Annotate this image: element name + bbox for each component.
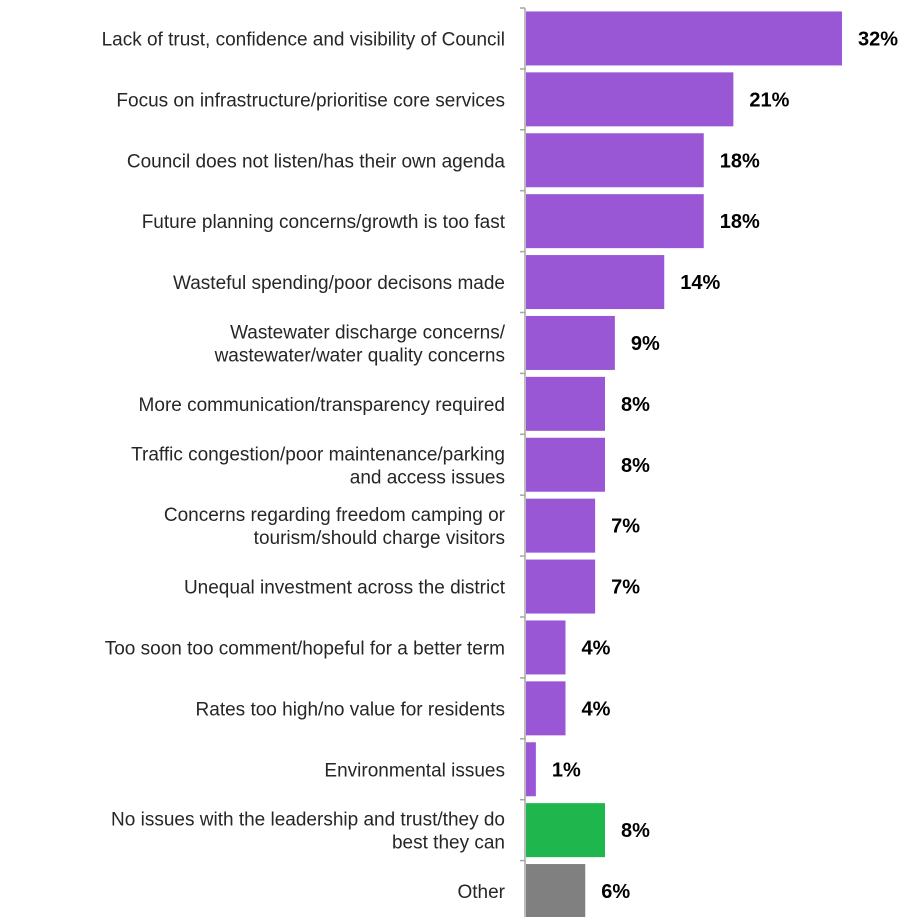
- bar: [526, 315, 615, 370]
- bar: [526, 559, 596, 614]
- category-label: wastewater/water quality concerns: [214, 345, 505, 366]
- bar: [526, 72, 734, 127]
- category-label: Wasteful spending/poor decisons made: [173, 273, 505, 294]
- category-labels-group: Lack of trust, confidence and visibility…: [102, 29, 506, 903]
- category-label: Too soon too comment/hopeful for a bette…: [105, 638, 505, 659]
- data-label: 18%: [720, 150, 760, 172]
- bar: [526, 742, 536, 797]
- bar: [526, 498, 596, 553]
- category-label: Traffic congestion/poor maintenance/park…: [131, 444, 505, 465]
- category-label: tourism/should charge visitors: [254, 528, 505, 549]
- category-label: and access issues: [350, 467, 505, 488]
- data-label: 7%: [611, 516, 640, 538]
- data-label: 8%: [621, 455, 650, 477]
- bar: [526, 803, 605, 858]
- data-label: 4%: [582, 698, 611, 720]
- data-label: 8%: [621, 394, 650, 416]
- data-label: 1%: [552, 759, 581, 781]
- bar: [526, 437, 605, 492]
- bar: [526, 133, 704, 188]
- category-label: No issues with the leadership and trust/…: [111, 810, 505, 831]
- category-label: Environmental issues: [324, 760, 505, 781]
- category-label: Council does not listen/has their own ag…: [127, 151, 506, 172]
- category-label: Concerns regarding freedom camping or: [164, 505, 506, 526]
- data-label: 8%: [621, 820, 650, 842]
- category-label: Lack of trust, confidence and visibility…: [102, 29, 505, 50]
- bar: [526, 255, 665, 310]
- category-label: Focus on infrastructure/prioritise core …: [116, 90, 505, 111]
- bar: [526, 11, 842, 66]
- category-label: best they can: [392, 833, 505, 854]
- y-axis-group: [520, 7, 526, 917]
- data-label: 32%: [858, 28, 898, 50]
- category-label: Other: [457, 882, 505, 903]
- data-label: 14%: [680, 272, 720, 294]
- category-label: Future planning concerns/growth is too f…: [142, 212, 506, 233]
- category-label: Wastewater discharge concerns/: [230, 322, 506, 343]
- bars-group: [526, 11, 842, 917]
- data-label: 6%: [601, 881, 630, 903]
- data-label: 7%: [611, 577, 640, 599]
- value-labels-group: 32% 21% 18% 18% 14% 9% 8% 8% 7% 7% 4% 4% 1% 8% 6%: [552, 28, 898, 903]
- bar: [526, 864, 586, 917]
- data-label: 9%: [631, 333, 660, 355]
- category-label: Rates too high/no value for residents: [196, 699, 505, 720]
- bar: [526, 376, 605, 431]
- bar: [526, 620, 566, 675]
- data-label: 21%: [749, 89, 789, 111]
- data-label: 4%: [582, 637, 611, 659]
- category-label: More communication/transparency required: [139, 395, 505, 416]
- category-label: Unequal investment across the district: [184, 578, 506, 599]
- data-label: 18%: [720, 211, 760, 233]
- bar: [526, 194, 704, 249]
- bar: [526, 681, 566, 736]
